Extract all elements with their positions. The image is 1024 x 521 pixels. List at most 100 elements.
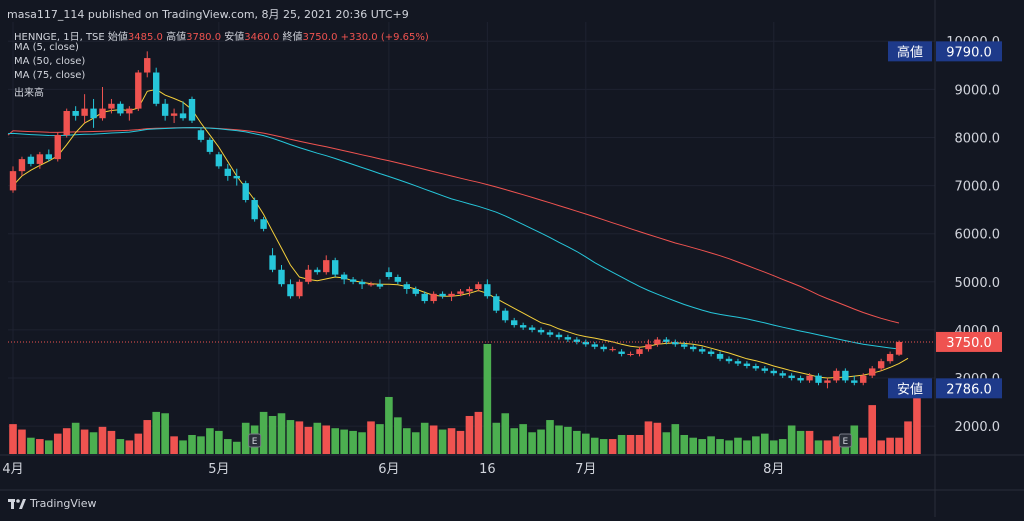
volume-bar bbox=[769, 440, 778, 454]
volume-bar bbox=[850, 425, 859, 454]
volume-bar bbox=[9, 424, 17, 454]
volume-bar bbox=[716, 439, 724, 454]
candle-body bbox=[851, 380, 858, 383]
x-tick-label: 5月 bbox=[208, 462, 229, 477]
volume-bar bbox=[599, 439, 608, 454]
ma50-legend[interactable]: MA (50, close) bbox=[14, 56, 86, 67]
candle-body bbox=[627, 353, 634, 355]
symbol-name: HENNGE, 1日, TSE bbox=[14, 32, 105, 43]
candle-body bbox=[654, 339, 661, 345]
candle-body bbox=[305, 269, 312, 282]
candle-body bbox=[430, 293, 437, 302]
candle-body bbox=[493, 296, 500, 311]
tradingview-logo[interactable]: TradingView bbox=[8, 497, 96, 510]
volume-bar bbox=[385, 396, 393, 454]
volume-bar bbox=[403, 428, 411, 454]
candle-body bbox=[99, 108, 106, 119]
candle-body bbox=[242, 183, 249, 201]
volume-bar bbox=[832, 436, 841, 454]
volume-bar bbox=[573, 430, 581, 454]
volume-bar bbox=[215, 430, 223, 454]
ma50-line bbox=[7, 127, 900, 350]
candle-body bbox=[707, 351, 715, 354]
candle-body bbox=[725, 358, 733, 362]
candle-body bbox=[349, 279, 357, 282]
open-label: 始値 bbox=[107, 32, 128, 43]
candle-body bbox=[367, 284, 375, 286]
low-price-value-box bbox=[936, 378, 1002, 399]
volume-bar bbox=[492, 422, 501, 454]
volume-bar bbox=[734, 437, 742, 454]
candle-body bbox=[197, 130, 205, 140]
volume-bar bbox=[626, 434, 635, 454]
volume-bar bbox=[447, 428, 456, 454]
candle-body bbox=[260, 219, 267, 229]
candle-body bbox=[743, 363, 751, 366]
candle-body bbox=[332, 260, 339, 275]
candle-body bbox=[161, 103, 169, 116]
grid bbox=[8, 22, 935, 455]
candle-body bbox=[886, 353, 894, 362]
volume-bar bbox=[161, 413, 169, 454]
volume-bar bbox=[877, 440, 885, 454]
high-price-label-box bbox=[888, 41, 932, 62]
earnings-mark bbox=[248, 433, 262, 448]
candle-body bbox=[9, 171, 17, 191]
ma75-line bbox=[7, 127, 900, 324]
volume-bar bbox=[904, 421, 912, 454]
earnings-mark-label: E bbox=[252, 437, 258, 447]
volume-bar bbox=[608, 439, 617, 454]
volume-bar bbox=[18, 429, 26, 454]
x-tick-label: 8月 bbox=[763, 462, 784, 477]
y-tick-label: 7000.0 bbox=[955, 180, 1001, 195]
candle-body bbox=[824, 380, 831, 383]
volume-legend[interactable]: 出来高 bbox=[14, 88, 44, 99]
volume-bar bbox=[152, 411, 160, 454]
candle-body bbox=[251, 200, 258, 220]
volume-bar bbox=[134, 433, 143, 454]
candle-body bbox=[895, 341, 903, 355]
volume-bar bbox=[197, 436, 205, 454]
candle-body bbox=[484, 284, 491, 297]
change-value: +330.0 (+9.65%) bbox=[340, 32, 429, 43]
volume-bar bbox=[913, 395, 921, 454]
volume-bar bbox=[725, 440, 733, 454]
candle-body bbox=[466, 289, 473, 292]
candle-body bbox=[36, 154, 44, 164]
ma75-legend[interactable]: MA (75, close) bbox=[14, 70, 86, 81]
candle-body bbox=[385, 272, 393, 277]
volume-bar bbox=[89, 432, 98, 454]
volume-bar bbox=[698, 439, 706, 454]
candle-body bbox=[761, 368, 768, 371]
candle-body bbox=[376, 284, 384, 287]
low-price-label: 安値 bbox=[897, 381, 923, 397]
close-label: 終値 bbox=[282, 32, 303, 43]
high-price-label: 高値 bbox=[897, 44, 923, 60]
x-tick-label: 7月 bbox=[575, 462, 596, 477]
candle-body bbox=[18, 159, 26, 172]
volume-bar bbox=[125, 440, 134, 454]
ma5-legend[interactable]: MA (5, close) bbox=[14, 42, 79, 53]
candle-body bbox=[582, 341, 589, 345]
volume-bar bbox=[761, 433, 769, 454]
candle-body bbox=[645, 344, 652, 350]
low-price-label-box bbox=[888, 378, 932, 399]
candle-body bbox=[833, 370, 840, 381]
volume-bar bbox=[519, 424, 527, 454]
candle-body bbox=[528, 327, 536, 330]
volume-bar bbox=[62, 428, 71, 454]
candle-body bbox=[448, 293, 455, 297]
candle-body bbox=[600, 346, 607, 350]
volume-bar bbox=[546, 420, 554, 454]
candle-body bbox=[394, 276, 402, 282]
high-label: 高値 bbox=[166, 32, 187, 43]
volume-bar bbox=[582, 433, 590, 454]
last-price-value: 3750.0 bbox=[946, 336, 992, 351]
volume-bar bbox=[868, 405, 876, 454]
volume-bar bbox=[170, 436, 178, 454]
volume-bar bbox=[635, 434, 644, 454]
high-price-value-box bbox=[936, 41, 1002, 62]
volume-bar bbox=[787, 425, 796, 454]
